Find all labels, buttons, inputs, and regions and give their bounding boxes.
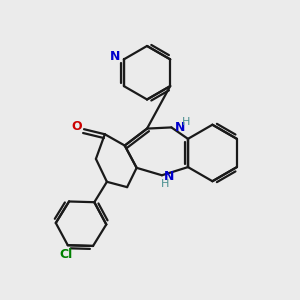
Text: N: N (175, 121, 185, 134)
Text: N: N (164, 170, 175, 183)
Text: H: H (161, 179, 169, 189)
Text: Cl: Cl (60, 248, 73, 261)
Text: N: N (110, 50, 121, 64)
Text: H: H (182, 117, 190, 127)
Text: O: O (71, 120, 82, 133)
